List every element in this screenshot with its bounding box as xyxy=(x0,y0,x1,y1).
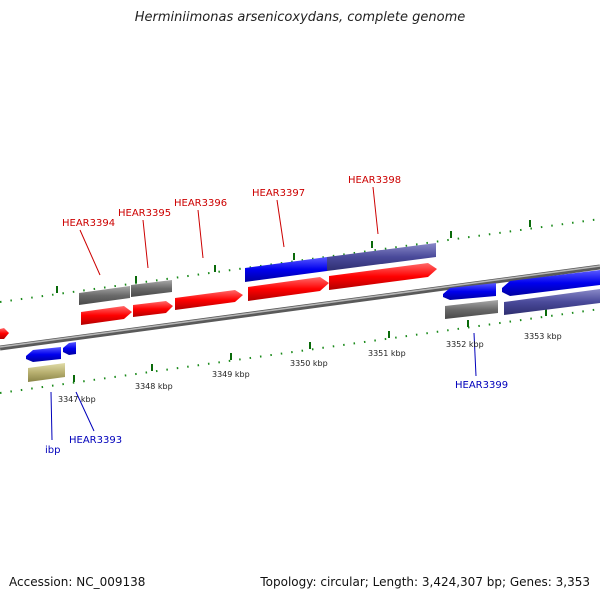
topology-label: Topology: circular; Length: 3,424,307 bp… xyxy=(260,575,590,589)
gene-arrow xyxy=(443,283,496,300)
gene-arrow xyxy=(63,342,76,355)
kbp-label-3348: 3348 kbp xyxy=(135,382,173,391)
gene-arrow xyxy=(175,290,243,310)
tick-track-inner xyxy=(0,308,600,394)
gene-arrow xyxy=(133,301,173,317)
gene-arrow xyxy=(0,328,9,339)
gene-label-hear3397: HEAR3397 xyxy=(252,188,305,199)
gene-label-hear3398: HEAR3398 xyxy=(348,175,401,186)
gene-arrow xyxy=(502,270,600,296)
map-title: Herminiimonas arsenicoxydans, complete g… xyxy=(134,10,466,25)
gene-label-hear3399: HEAR3399 xyxy=(455,380,508,391)
label-leaders xyxy=(50,186,477,441)
major-ticks xyxy=(56,220,547,382)
gene-label-ibp: ibp xyxy=(45,445,60,456)
gene-arrow xyxy=(445,300,498,319)
genome-backbone xyxy=(0,264,600,351)
gene-arrow xyxy=(329,263,437,290)
kbp-label-3352: 3352 kbp xyxy=(446,340,484,349)
gene-arrow xyxy=(81,306,132,325)
gene-arrow xyxy=(26,347,61,362)
tick-track-outer xyxy=(0,218,600,303)
kbp-label-3351: 3351 kbp xyxy=(368,349,406,358)
gene-label-hear3396: HEAR3396 xyxy=(174,198,227,209)
gene-arrows-reverse xyxy=(26,270,600,382)
accession-label: Accession: NC_009138 xyxy=(9,575,146,589)
gene-arrow xyxy=(245,257,327,282)
kbp-label-3353: 3353 kbp xyxy=(524,332,562,341)
kbp-label-3347: 3347 kbp xyxy=(58,395,96,404)
gene-arrow xyxy=(28,363,65,382)
gene-label-hear3393: HEAR3393 xyxy=(69,435,122,446)
gene-arrows-forward xyxy=(0,243,437,339)
gene-arrow xyxy=(248,277,329,301)
gene-label-hear3395: HEAR3395 xyxy=(118,208,171,219)
gene-label-hear3394: HEAR3394 xyxy=(62,218,115,229)
kbp-label-3350: 3350 kbp xyxy=(290,359,328,368)
kbp-label-3349: 3349 kbp xyxy=(212,370,250,379)
gene-arrow xyxy=(131,280,172,297)
gene-arrow xyxy=(79,286,130,305)
gene-arrow xyxy=(327,243,436,271)
gene-arrow xyxy=(504,289,600,315)
